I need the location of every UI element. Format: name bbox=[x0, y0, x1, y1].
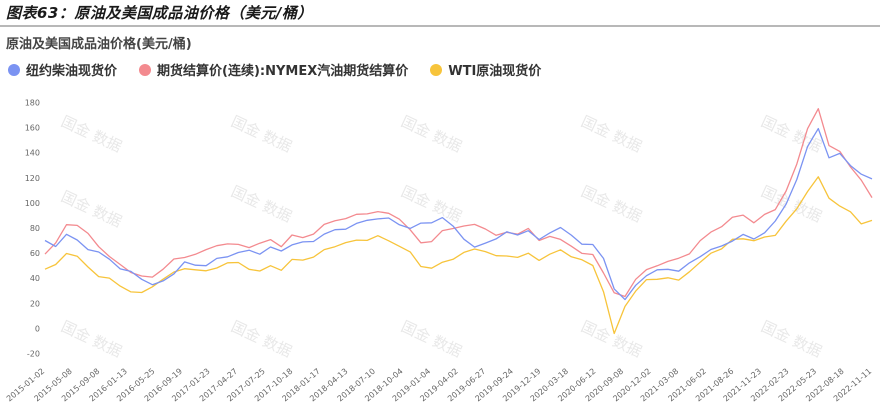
series-line-2 bbox=[44, 176, 873, 335]
y-tick-label: -20 bbox=[27, 349, 40, 358]
legend-dot-yellow bbox=[430, 63, 443, 76]
legend-dot-red bbox=[139, 63, 152, 76]
watermark-text: 国金 数据 bbox=[578, 182, 644, 226]
watermark-text: 国金 数据 bbox=[58, 112, 124, 156]
watermark-text: 国金 数据 bbox=[758, 182, 824, 226]
caption-divider bbox=[0, 25, 880, 27]
watermark-text: 国金 数据 bbox=[228, 182, 294, 226]
legend-item-gasoline[interactable]: 期货结算价(连续):NYMEX汽油期货结算价 bbox=[139, 60, 408, 79]
watermark-text: 国金 数据 bbox=[578, 112, 644, 156]
y-tick-label: 120 bbox=[25, 174, 40, 183]
series-line-1 bbox=[44, 108, 873, 298]
y-tick-label: 80 bbox=[30, 224, 40, 233]
legend-label-diesel: 纽约柴油现货价 bbox=[26, 64, 118, 79]
watermark-text: 国金 数据 bbox=[758, 317, 824, 361]
y-tick-label: 60 bbox=[30, 249, 40, 258]
watermark-text: 国金 数据 bbox=[58, 317, 124, 361]
legend-label-wti: WTI原油现货价 bbox=[448, 64, 542, 79]
y-axis: -20 0 20 40 60 80 100 120 140 160 180 bbox=[25, 99, 40, 359]
watermark-text: 国金 数据 bbox=[398, 112, 464, 156]
watermark-text: 国金 数据 bbox=[228, 112, 294, 156]
y-tick-label: 160 bbox=[25, 124, 40, 133]
legend-item-diesel[interactable]: 纽约柴油现货价 bbox=[8, 60, 117, 79]
legend-item-wti[interactable]: WTI原油现货价 bbox=[430, 60, 541, 79]
watermark-text: 国金 数据 bbox=[228, 317, 294, 361]
y-tick-label: 40 bbox=[30, 274, 40, 283]
watermark-text: 国金 数据 bbox=[398, 182, 464, 226]
y-tick-label: 100 bbox=[25, 199, 40, 208]
figure-caption: 图表63：原油及美国成品油价格（美元/桶） bbox=[6, 4, 313, 22]
y-tick-label: 180 bbox=[25, 99, 40, 108]
watermark-text: 国金 数据 bbox=[398, 317, 464, 361]
chart-title: 原油及美国成品油价格(美元/桶) bbox=[6, 37, 192, 52]
chart-legend: 纽约柴油现货价 期货结算价(连续):NYMEX汽油期货结算价 WTI原油现货价 bbox=[8, 60, 563, 79]
y-tick-label: 0 bbox=[35, 324, 40, 333]
legend-dot-blue bbox=[8, 63, 20, 76]
series-lines bbox=[44, 108, 873, 335]
y-tick-label: 20 bbox=[30, 299, 40, 308]
x-axis: 2015-01-022015-05-082015-09-082016-01-13… bbox=[5, 367, 873, 404]
y-tick-label: 140 bbox=[25, 149, 40, 158]
legend-label-gasoline: 期货结算价(连续):NYMEX汽油期货结算价 bbox=[157, 64, 409, 79]
series-line-0 bbox=[44, 127, 873, 301]
